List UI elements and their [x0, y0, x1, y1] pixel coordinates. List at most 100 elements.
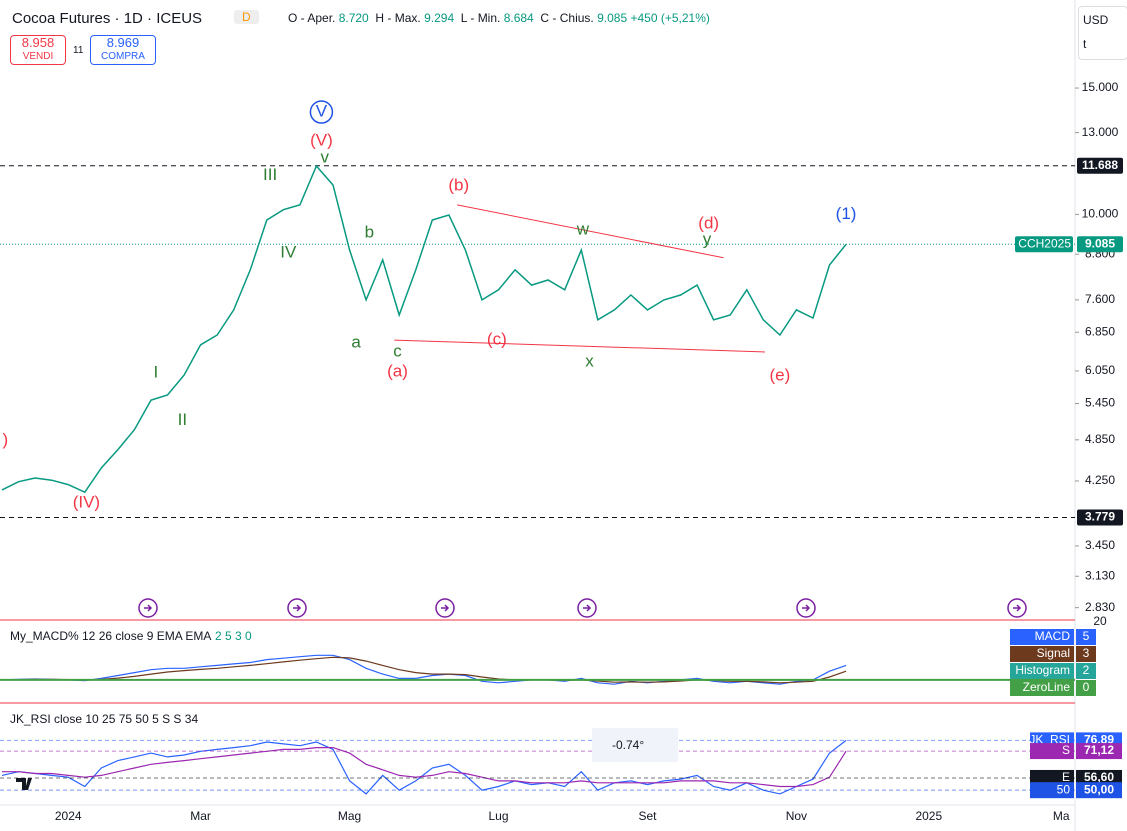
wave-label: b: [365, 222, 374, 241]
series-line: [2, 747, 847, 788]
legend-name-bg: [1010, 663, 1074, 679]
y-tick-label: 4.850: [1085, 432, 1115, 446]
tag-bg: [1076, 743, 1122, 760]
tag-name-bg: [1030, 743, 1074, 760]
legend-name: MACD: [1035, 629, 1071, 643]
currency-select[interactable]: USD t: [1078, 6, 1127, 60]
tag-name-bg: [1030, 769, 1074, 786]
tag-label: 76,89: [1084, 733, 1114, 747]
wave-label: II: [178, 410, 187, 429]
y-tick-label: 13.000: [1082, 125, 1119, 139]
legend-value-bg: [1076, 646, 1096, 662]
legend-name: Signal: [1037, 646, 1070, 660]
y-tick-label: 5.450: [1085, 396, 1115, 410]
pane-title: JK_RSI close 10 25 75 50 5 S S 34: [10, 712, 198, 726]
angle-label: -0.74°: [612, 738, 644, 752]
tag-name-bg: [1015, 236, 1073, 253]
legend-value-bg: [1076, 680, 1096, 696]
price-line: [1, 164, 847, 494]
value: 9.294: [424, 11, 455, 25]
symbol-text: Cocoa Futures · 1D · ICEUS: [12, 10, 203, 27]
tag-label: 56,60: [1084, 770, 1114, 784]
tag-bg: [1076, 769, 1122, 786]
y-tick-label: 2.830: [1085, 600, 1115, 614]
wave-label: (b): [448, 176, 469, 195]
event-arrow: [1013, 604, 1022, 612]
legend-name: ZeroLine: [1023, 680, 1071, 694]
legend-value: 0: [1083, 680, 1090, 694]
value: 8.684: [503, 11, 534, 25]
label: VENDI: [22, 51, 54, 62]
pane-title: My_MACD% 12 26 close 9 EMA EMA: [10, 629, 211, 643]
tag-bg: [1077, 509, 1123, 526]
tag-label: 71,12: [1084, 743, 1114, 757]
x-tick-label: 2025: [915, 809, 942, 823]
tag-bg: [1077, 157, 1123, 174]
symbol[interactable]: Cocoa Futures · 1D · ICEUS: [12, 10, 202, 27]
label: O - Aper.: [288, 11, 336, 25]
y-tick-label: 6.050: [1085, 363, 1115, 377]
wave-label: (V): [310, 130, 333, 149]
x-tick-label: Nov: [786, 809, 807, 823]
tag-label: 9.085: [1085, 236, 1115, 250]
legend-value-bg: [1076, 629, 1096, 645]
y-tick-label: 15.000: [1082, 80, 1119, 94]
y-tick-label: 10.000: [1082, 207, 1119, 221]
label: H - Max.: [375, 11, 421, 25]
tag-name: S: [1062, 743, 1070, 757]
tag-name: E: [1062, 770, 1070, 784]
y-tick-label: 6.850: [1085, 324, 1115, 338]
x-tick-label: Mar: [190, 809, 211, 823]
wave-label: I: [154, 362, 159, 381]
price: 8.969: [106, 35, 140, 50]
badge: D: [234, 10, 259, 24]
wave-circle: [309, 100, 334, 124]
wave-label: ): [2, 430, 8, 449]
wave-label: V: [316, 102, 328, 121]
y-tick-label: 4.250: [1085, 473, 1115, 487]
x-tick-label: Lug: [488, 809, 508, 823]
spread: 11: [73, 45, 84, 56]
event-arrow: [802, 604, 811, 612]
x-tick-label: Ma: [1053, 809, 1070, 823]
badge-text: D: [242, 10, 251, 24]
angle-box: [592, 728, 678, 762]
wave-label: IV: [280, 242, 297, 261]
wave-label: (1): [836, 204, 857, 223]
wave-label: w: [576, 220, 590, 239]
event-arrow: [583, 604, 592, 612]
wave-label: a: [351, 332, 361, 351]
series-line: [1, 739, 847, 795]
wave-label: III: [263, 165, 277, 184]
currency: USD: [1083, 13, 1109, 27]
tag-bg: [1077, 236, 1123, 253]
y-tick-label: 20: [1093, 614, 1107, 628]
legend-name-bg: [1010, 646, 1074, 662]
wave-label: v: [320, 147, 329, 166]
legend-name: Histogram: [1015, 663, 1070, 677]
tag-bg: [1076, 782, 1122, 799]
label: COMPRA: [101, 51, 145, 62]
wave-label: y: [703, 230, 712, 249]
y-tick-label: 3.450: [1085, 538, 1115, 552]
wave-label: (e): [769, 366, 790, 385]
sell-button[interactable]: 8.958 VENDI: [10, 35, 66, 65]
trendline: [394, 339, 765, 353]
buy-button[interactable]: 8.969 COMPRA: [90, 35, 156, 65]
event-arrow: [144, 604, 153, 612]
tag-label: 50,00: [1084, 782, 1114, 796]
wave-label: (a): [387, 361, 408, 380]
x-tick-label: 2024: [55, 809, 82, 823]
tag-name: 50: [1057, 782, 1071, 796]
y-tick-label: 3.130: [1085, 568, 1115, 582]
event-arrow: [441, 604, 450, 612]
pane-params: 2 5 3 0: [215, 629, 252, 643]
ohlc: O - Aper. 8.720 H - Max. 9.294 L - Min. …: [288, 11, 710, 25]
x-tick-label: Set: [638, 809, 657, 823]
price: 8.958: [21, 35, 55, 50]
trendline: [457, 204, 724, 259]
legend-value-bg: [1076, 663, 1096, 679]
tag-name: JK_RSI: [1029, 733, 1070, 747]
